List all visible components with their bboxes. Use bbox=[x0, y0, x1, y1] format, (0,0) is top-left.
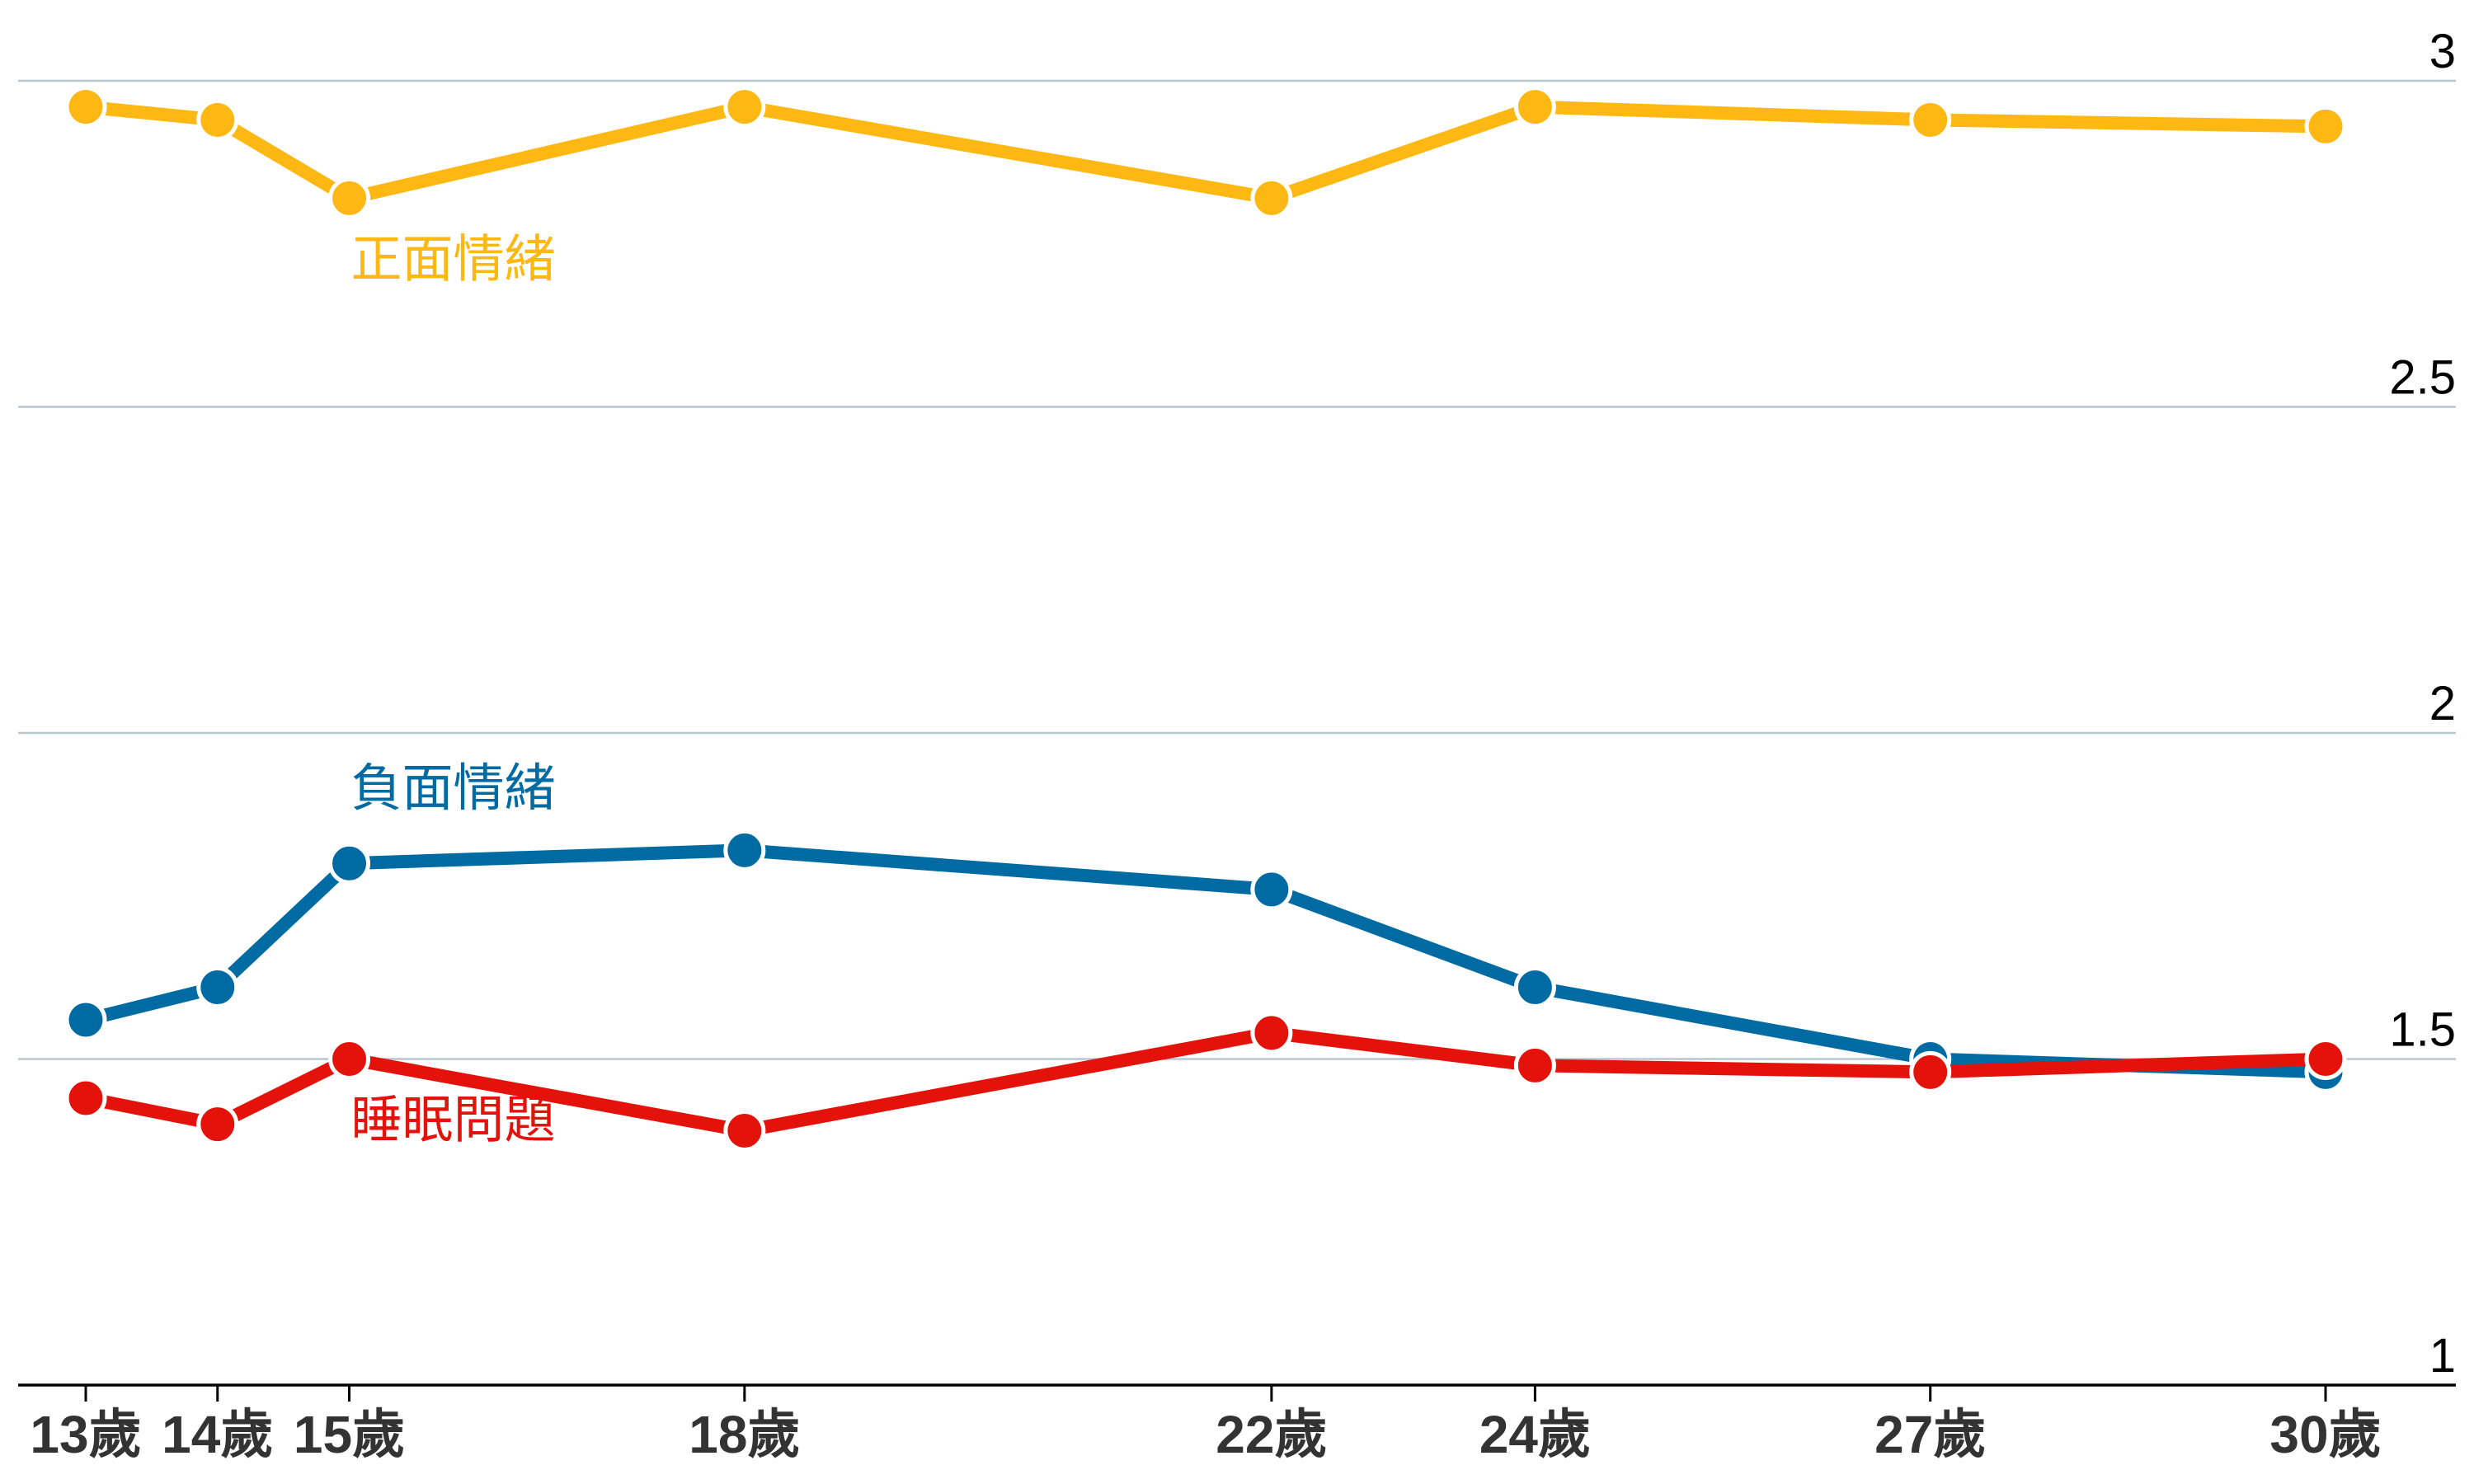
series-label: 正面情緒 bbox=[351, 228, 556, 289]
x-tick-label: 27歲 bbox=[1874, 1405, 1986, 1464]
data-point bbox=[1909, 1050, 1952, 1093]
series-0 bbox=[64, 86, 2347, 219]
data-point bbox=[328, 842, 371, 885]
series-line bbox=[79, 843, 2332, 1079]
y-tick-label: 1 bbox=[2429, 1329, 2456, 1383]
x-axis: 13歲 14歲 15歲 18歲 22歲 24歲 27歲 30歲 bbox=[18, 1383, 2456, 1464]
series-1 bbox=[64, 829, 2347, 1093]
data-point bbox=[2304, 1038, 2347, 1080]
data-point bbox=[196, 965, 239, 1008]
x-tick-label: 13歲 bbox=[30, 1405, 141, 1464]
data-point bbox=[723, 829, 766, 871]
x-tick-label: 30歲 bbox=[2269, 1405, 2381, 1464]
data-point bbox=[196, 98, 239, 141]
data-point bbox=[64, 86, 107, 129]
data-point bbox=[64, 998, 107, 1041]
x-tick-label: 24歲 bbox=[1479, 1405, 1591, 1464]
data-point bbox=[2304, 105, 2347, 148]
x-tick-label: 14歲 bbox=[162, 1405, 273, 1464]
data-point bbox=[1250, 176, 1293, 219]
gridlines bbox=[18, 79, 2456, 1060]
series-label: 負面情緒 bbox=[351, 758, 556, 818]
y-tick-label: 3 bbox=[2429, 25, 2456, 78]
data-point bbox=[1250, 1012, 1293, 1054]
series-line bbox=[79, 1026, 2332, 1138]
x-tick-label: 22歲 bbox=[1216, 1405, 1327, 1464]
data-point bbox=[723, 86, 766, 129]
series-label: 睡眠問題 bbox=[351, 1090, 556, 1150]
y-axis-tick-labels: 3 2.5 2 1.5 1 bbox=[2389, 25, 2456, 1383]
data-point bbox=[328, 1038, 371, 1080]
series-line bbox=[79, 100, 2332, 205]
data-point bbox=[328, 176, 371, 219]
series-2 bbox=[64, 1012, 2347, 1153]
data-point bbox=[723, 1110, 766, 1153]
x-tick-label: 18歲 bbox=[689, 1405, 800, 1464]
data-point bbox=[1250, 868, 1293, 911]
data-point bbox=[1909, 98, 1952, 141]
data-point bbox=[1513, 1044, 1556, 1087]
y-tick-label: 1.5 bbox=[2389, 1003, 2456, 1057]
series-lines bbox=[64, 86, 2347, 1153]
y-tick-label: 2.5 bbox=[2389, 351, 2456, 405]
data-point bbox=[1513, 86, 1556, 129]
data-point bbox=[196, 1103, 239, 1146]
data-point bbox=[64, 1077, 107, 1120]
y-tick-label: 2 bbox=[2429, 677, 2456, 730]
x-tick-label: 15歲 bbox=[294, 1405, 405, 1464]
data-point bbox=[1513, 965, 1556, 1008]
